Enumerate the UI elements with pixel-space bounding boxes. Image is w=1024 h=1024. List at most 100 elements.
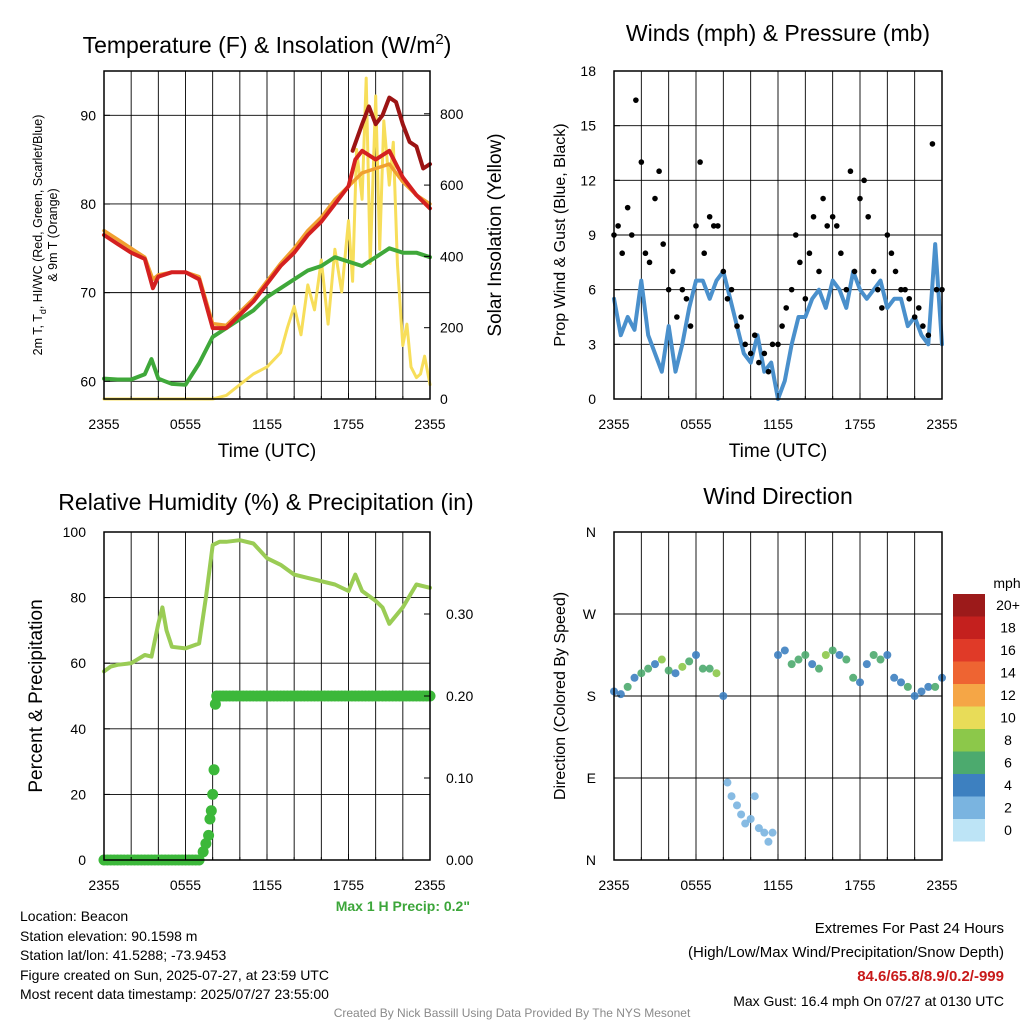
gust-point — [652, 195, 658, 202]
direction-grid — [614, 532, 942, 860]
gust-point — [638, 159, 645, 165]
gust-point — [906, 295, 912, 302]
direction-x-ticks: 2355 0555 1155 1755 2355 — [598, 854, 958, 893]
y-tick-label: N — [586, 852, 596, 868]
y-tick-label: 12 — [580, 172, 596, 188]
winds-panel: Winds (mph) & Pressure (mb) 0 3 6 9 12 15 18 2… — [552, 20, 958, 462]
gust-point — [674, 314, 680, 320]
gust-point — [884, 232, 891, 238]
direction-point — [623, 682, 632, 691]
direction-point — [760, 828, 769, 837]
legend-label: 10 — [1000, 710, 1016, 726]
winds-y-ticks: 0 3 6 9 12 15 18 — [580, 63, 620, 407]
direction-point — [705, 664, 714, 673]
x-tick-label: 1755 — [844, 877, 875, 893]
gust-point — [783, 305, 789, 311]
legend-label: 4 — [1004, 777, 1012, 793]
x-tick-label: 2355 — [88, 877, 119, 893]
gust-point — [775, 341, 781, 348]
extremes-block: Extremes For Past 24 Hours (High/Low/Max… — [688, 917, 1004, 1013]
gust-point — [861, 177, 867, 184]
gust-point — [843, 286, 850, 293]
precip-point — [208, 764, 220, 776]
direction-point — [924, 682, 933, 691]
x-tick-label: 2355 — [926, 877, 957, 893]
extremes-subheading: (High/Low/Max Wind/Precipitation/Snow De… — [688, 944, 1004, 961]
legend-label: 2 — [1004, 800, 1012, 816]
gust-point — [911, 314, 918, 320]
x-tick-label: 2355 — [598, 877, 629, 893]
x-tick-label: 0555 — [170, 416, 201, 432]
gust-point — [820, 195, 826, 202]
direction-point — [741, 819, 750, 828]
direction-point — [698, 664, 707, 673]
speed-legend: 20+ 18 16 14 12 10 8 6 4 2 0 — [953, 594, 1020, 842]
gust-point — [734, 323, 740, 329]
gust-point — [865, 213, 871, 220]
direction-point — [692, 651, 700, 659]
humidity-y-ticks: 0 20 40 60 80 100 — [63, 524, 110, 868]
gust-point — [742, 341, 748, 348]
y-tick-label: 18 — [580, 63, 596, 79]
legend-label: 8 — [1004, 732, 1012, 748]
y-tick-label: 0 — [588, 391, 596, 407]
gust-point — [797, 259, 803, 266]
direction-point — [869, 651, 878, 659]
direction-point — [897, 678, 905, 687]
direction-point — [719, 692, 728, 700]
legend-swatch — [953, 639, 985, 662]
direction-point — [801, 651, 810, 659]
direction-point — [856, 678, 864, 687]
gust-point — [788, 286, 795, 293]
legend-swatch — [953, 796, 985, 819]
gust-point — [898, 286, 904, 293]
legend-label: 20+ — [996, 597, 1020, 613]
max-precip-label: Max 1 H Precip: 0.2" — [336, 898, 470, 914]
temperature-series-line — [102, 246, 432, 387]
direction-point — [808, 660, 817, 669]
direction-point — [737, 810, 746, 819]
direction-point — [903, 682, 912, 691]
legend-label: 6 — [1004, 755, 1012, 771]
gust-point — [697, 159, 703, 165]
y-tick-label: W — [583, 606, 597, 622]
gust-point — [715, 223, 721, 229]
x-tick-label: 1155 — [763, 877, 793, 893]
direction-point — [644, 664, 653, 673]
legend-swatch — [953, 684, 985, 707]
gust-point — [792, 232, 799, 238]
temperature-y2-ticks: 0 200 400 600 800 — [424, 106, 464, 407]
direction-point — [746, 815, 755, 823]
humidity-x-ticks: 2355 0555 1155 1755 2355 — [88, 854, 446, 893]
y2-tick-label: 800 — [440, 106, 464, 122]
gust-point — [933, 286, 940, 293]
gust-point — [838, 250, 844, 257]
max-gust: Max Gust: 16.4 mph On 07/27 at 0130 UTC — [733, 993, 1004, 1009]
direction-point — [750, 792, 759, 801]
direction-series — [610, 646, 946, 846]
gust-point — [693, 223, 699, 229]
station-location: Location: Beacon — [20, 908, 129, 924]
direction-y-label: Direction (Colored By Speed) — [552, 592, 569, 800]
direction-point — [637, 669, 646, 678]
direction-point — [754, 824, 763, 833]
legend-swatch — [953, 729, 985, 752]
y2-tick-label: 0.30 — [446, 606, 473, 622]
gust-point — [879, 305, 885, 311]
legend-swatch — [953, 661, 985, 684]
station-info: Location: Beacon Station elevation: 90.1… — [20, 907, 329, 1005]
gust-point — [633, 97, 639, 103]
x-tick-label: 0555 — [680, 877, 711, 893]
y-tick-label: S — [587, 688, 596, 704]
gust-point — [857, 195, 863, 202]
direction-point — [849, 673, 858, 682]
gust-point — [728, 286, 735, 293]
y-tick-label: 80 — [80, 196, 96, 212]
x-tick-label: 1755 — [333, 877, 364, 893]
y-tick-label: 70 — [80, 285, 96, 301]
direction-point — [657, 655, 666, 664]
precip-point — [204, 813, 216, 825]
recent-timestamp: Most recent data timestamp: 2025/07/27 2… — [20, 986, 329, 1002]
direction-point — [664, 666, 673, 675]
